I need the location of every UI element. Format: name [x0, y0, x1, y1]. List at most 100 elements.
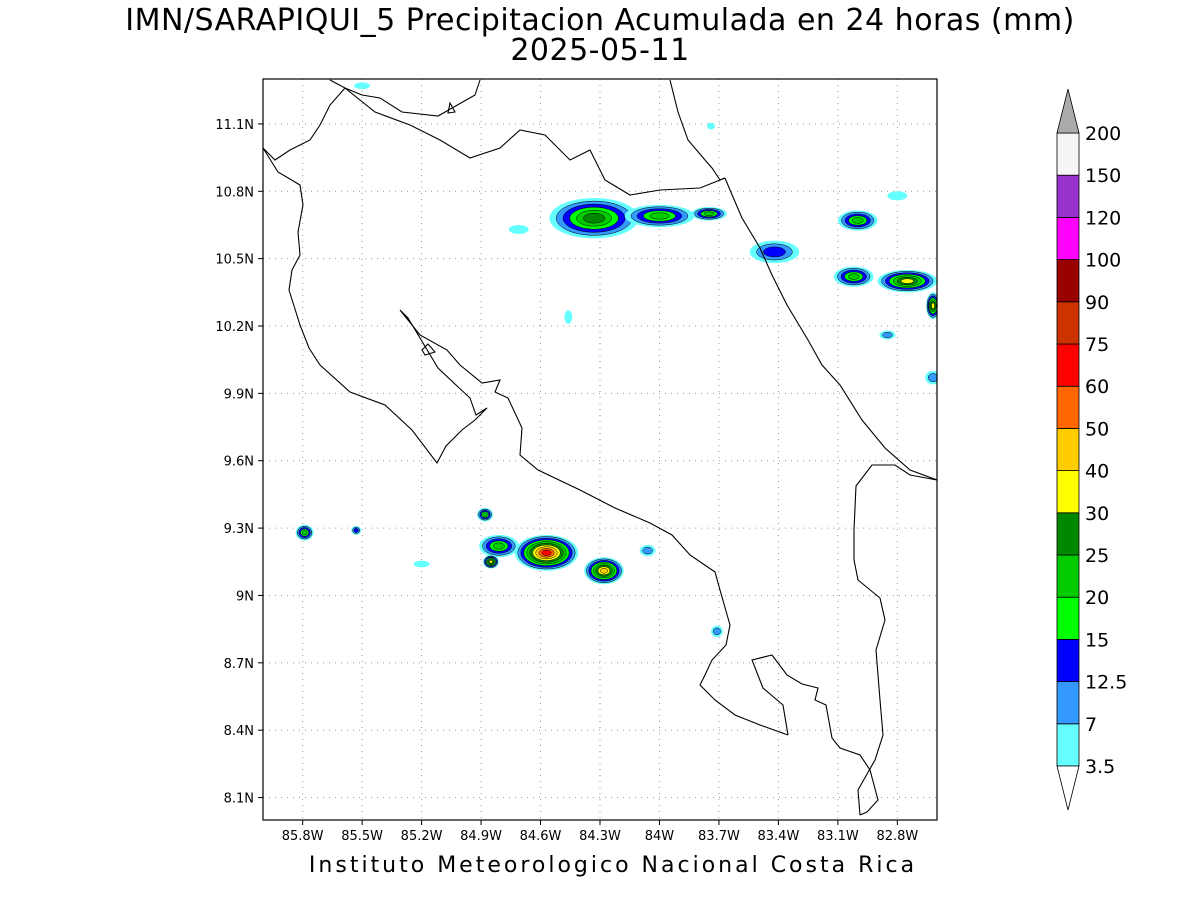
precip-cell [295, 524, 314, 541]
precip-contour-level-6 [900, 278, 914, 284]
colorbar-bottom-arrow [1056, 765, 1080, 811]
precip-contour-level-6 [931, 302, 935, 309]
precip-contour-level-0 [887, 191, 908, 201]
lat-tick-label: 10.2N [215, 320, 254, 335]
colorbar-label: 60 [1085, 376, 1109, 398]
colorbar-swatch [1056, 723, 1080, 767]
lat-tick-label: 9.6N [224, 455, 254, 470]
colorbar-label: 90 [1085, 292, 1109, 314]
axis-ticks: 11.1N 10.8N 10.5N 10.2N 9.9N 9.6N 9.3N 9N 8.7N 8.… [215, 118, 918, 844]
colorbar-swatch [1056, 470, 1080, 514]
colorbar-top-arrow [1056, 88, 1080, 134]
precip-contour-level-9 [541, 549, 552, 556]
lat-tick-label: 8.7N [224, 657, 254, 672]
colorbar-label: 200 [1085, 123, 1121, 145]
precip-cell [877, 269, 937, 293]
precip-cell [564, 310, 573, 324]
lon-tick-label: 85.2W [401, 829, 443, 844]
colorbar-label: 50 [1085, 418, 1109, 440]
precip-contour-level-0 [508, 224, 529, 234]
map-title: IMN/SARAPIQUI_5 Precipitacion Acumulada … [125, 3, 1075, 38]
colorbar-swatch [1056, 216, 1080, 260]
precip-contour-level-0 [707, 122, 715, 130]
colorbar-label: 25 [1085, 545, 1109, 567]
precip-cell [707, 122, 715, 130]
caribbean-coast [724, 177, 937, 481]
lat-tick-label: 11.1N [215, 118, 254, 133]
colorbar-label: 15 [1085, 629, 1109, 651]
coastline-layer [263, 79, 937, 816]
san-juan-river-bank [669, 79, 726, 181]
precip-cell [926, 292, 937, 320]
colorbar-swatch [1056, 681, 1080, 725]
precip-contour-level-0 [564, 310, 573, 324]
colorbar-label: 120 [1085, 207, 1121, 229]
lon-tick-label: 85.8W [282, 829, 324, 844]
precip-contour-level-4 [847, 273, 860, 280]
colorbar-swatch [1056, 301, 1080, 345]
precip-cell [479, 534, 519, 558]
precip-cell [749, 240, 800, 264]
precip-contour-level-1 [927, 373, 937, 383]
precip-cell [514, 534, 579, 571]
precip-contour-level-7 [600, 567, 608, 574]
map-date: 2025-05-11 [510, 33, 690, 68]
precip-cell [413, 560, 430, 568]
lat-tick-label: 9N [236, 589, 254, 604]
lat-tick-label: 10.8N [215, 185, 254, 200]
lat-tick-label: 8.4N [224, 724, 254, 739]
precip-contour-level-0 [354, 82, 371, 90]
precip-cell [691, 206, 727, 221]
colorbar-label: 100 [1085, 250, 1121, 272]
colorbar-label: 150 [1085, 165, 1121, 187]
precip-contour-level-0 [413, 560, 430, 568]
colorbar-swatch [1056, 385, 1080, 429]
lake-nicaragua-shore [329, 79, 481, 117]
precip-contour-level-4 [301, 530, 308, 536]
precip-cell [837, 210, 878, 231]
colorbar-swatch [1056, 427, 1080, 471]
colorbar-label: 20 [1085, 587, 1109, 609]
precip-contour-level-4 [649, 212, 670, 220]
colorbar-label: 12.5 [1085, 672, 1127, 694]
precip-cell [833, 266, 874, 287]
osa-golfo-dulce-coast [751, 654, 879, 816]
precip-contour-level-4 [482, 512, 488, 517]
panama-border [853, 464, 937, 816]
precip-cell [711, 625, 723, 637]
lat-tick-label: 8.1N [224, 792, 254, 807]
pacific-nicoya-coast [263, 147, 789, 736]
precip-cell [925, 370, 937, 385]
precip-cell [639, 544, 656, 557]
colorbar-swatch [1056, 343, 1080, 387]
lat-tick-label: 10.5N [215, 253, 254, 268]
precip-contour-level-1 [713, 627, 721, 636]
lon-tick-label: 84.6W [520, 829, 562, 844]
precipitation-colorbar: 3.5 7 12.5 15 20 25 30 40 50 60 75 90 100 120 150 200 [1056, 88, 1127, 811]
lon-tick-label: 83.7W [698, 829, 740, 844]
colorbar-swatch [1056, 132, 1080, 176]
lon-tick-label: 84.3W [579, 829, 621, 844]
colorbar-label: 40 [1085, 461, 1109, 483]
lon-tick-label: 82.8W [876, 829, 918, 844]
colorbar-swatch [1056, 512, 1080, 556]
precip-cell [549, 198, 639, 239]
lon-tick-label: 84.9W [460, 829, 502, 844]
nicoya-gulf-island [421, 343, 436, 356]
colorbar-label: 30 [1085, 503, 1109, 525]
precip-cell [477, 507, 493, 522]
lat-tick-label: 9.9N [224, 387, 254, 402]
lon-tick-label: 83.4W [758, 829, 800, 844]
lon-tick-label: 84W [645, 829, 675, 844]
precip-contour-level-1 [882, 331, 893, 338]
colorbar-swatch [1056, 639, 1080, 683]
precip-cell [351, 525, 362, 535]
colorbar-label: 7 [1085, 714, 1097, 736]
colorbar-label: 3.5 [1085, 756, 1115, 778]
precip-contour-level-1 [642, 546, 653, 555]
precip-contour-level-2 [763, 246, 786, 258]
colorbar-swatch [1056, 174, 1080, 218]
colorbar-swatch [1056, 259, 1080, 303]
precip-contour-level-6 [489, 560, 493, 564]
